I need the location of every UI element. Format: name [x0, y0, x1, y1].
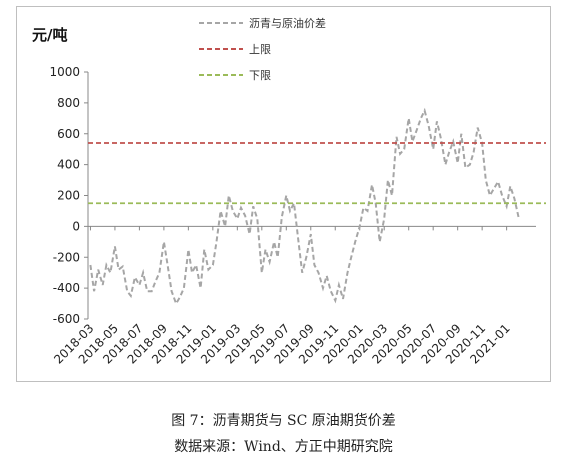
legend-label: 下限: [249, 69, 271, 82]
plot-area: [88, 107, 546, 306]
series-line-spread: [89, 107, 520, 306]
y-tick-label: -400: [53, 281, 80, 295]
legend-label: 上限: [249, 43, 271, 56]
data-source-caption: 数据来源：Wind、方正中期研究院: [174, 439, 393, 455]
y-tick-label: -200: [53, 250, 80, 264]
y-tick-label: 800: [57, 96, 80, 110]
y-tick-label: 400: [57, 158, 80, 172]
y-axis: 1000 800 600 400 200 0 -200 -400 -600: [49, 65, 89, 326]
y-axis-unit-label: 元/吨: [32, 26, 68, 44]
x-axis: 2018-032018-052018-072018-092018-112019-…: [51, 225, 536, 367]
y-tick-label: 1000: [49, 65, 80, 79]
y-tick-label: 200: [57, 189, 80, 203]
figure-caption: 图 7：沥青期货与 SC 原油期货价差: [171, 413, 396, 429]
legend-label: 沥青与原油价差: [249, 16, 326, 30]
y-tick-label: 0: [72, 219, 80, 233]
chart-frame: 沥青与原油价差 上限下限 1000 800 600 400 200 0 -200 -400 -60…: [16, 6, 551, 382]
y-tick-label: 600: [57, 127, 80, 141]
y-tick-label: -600: [53, 312, 80, 326]
